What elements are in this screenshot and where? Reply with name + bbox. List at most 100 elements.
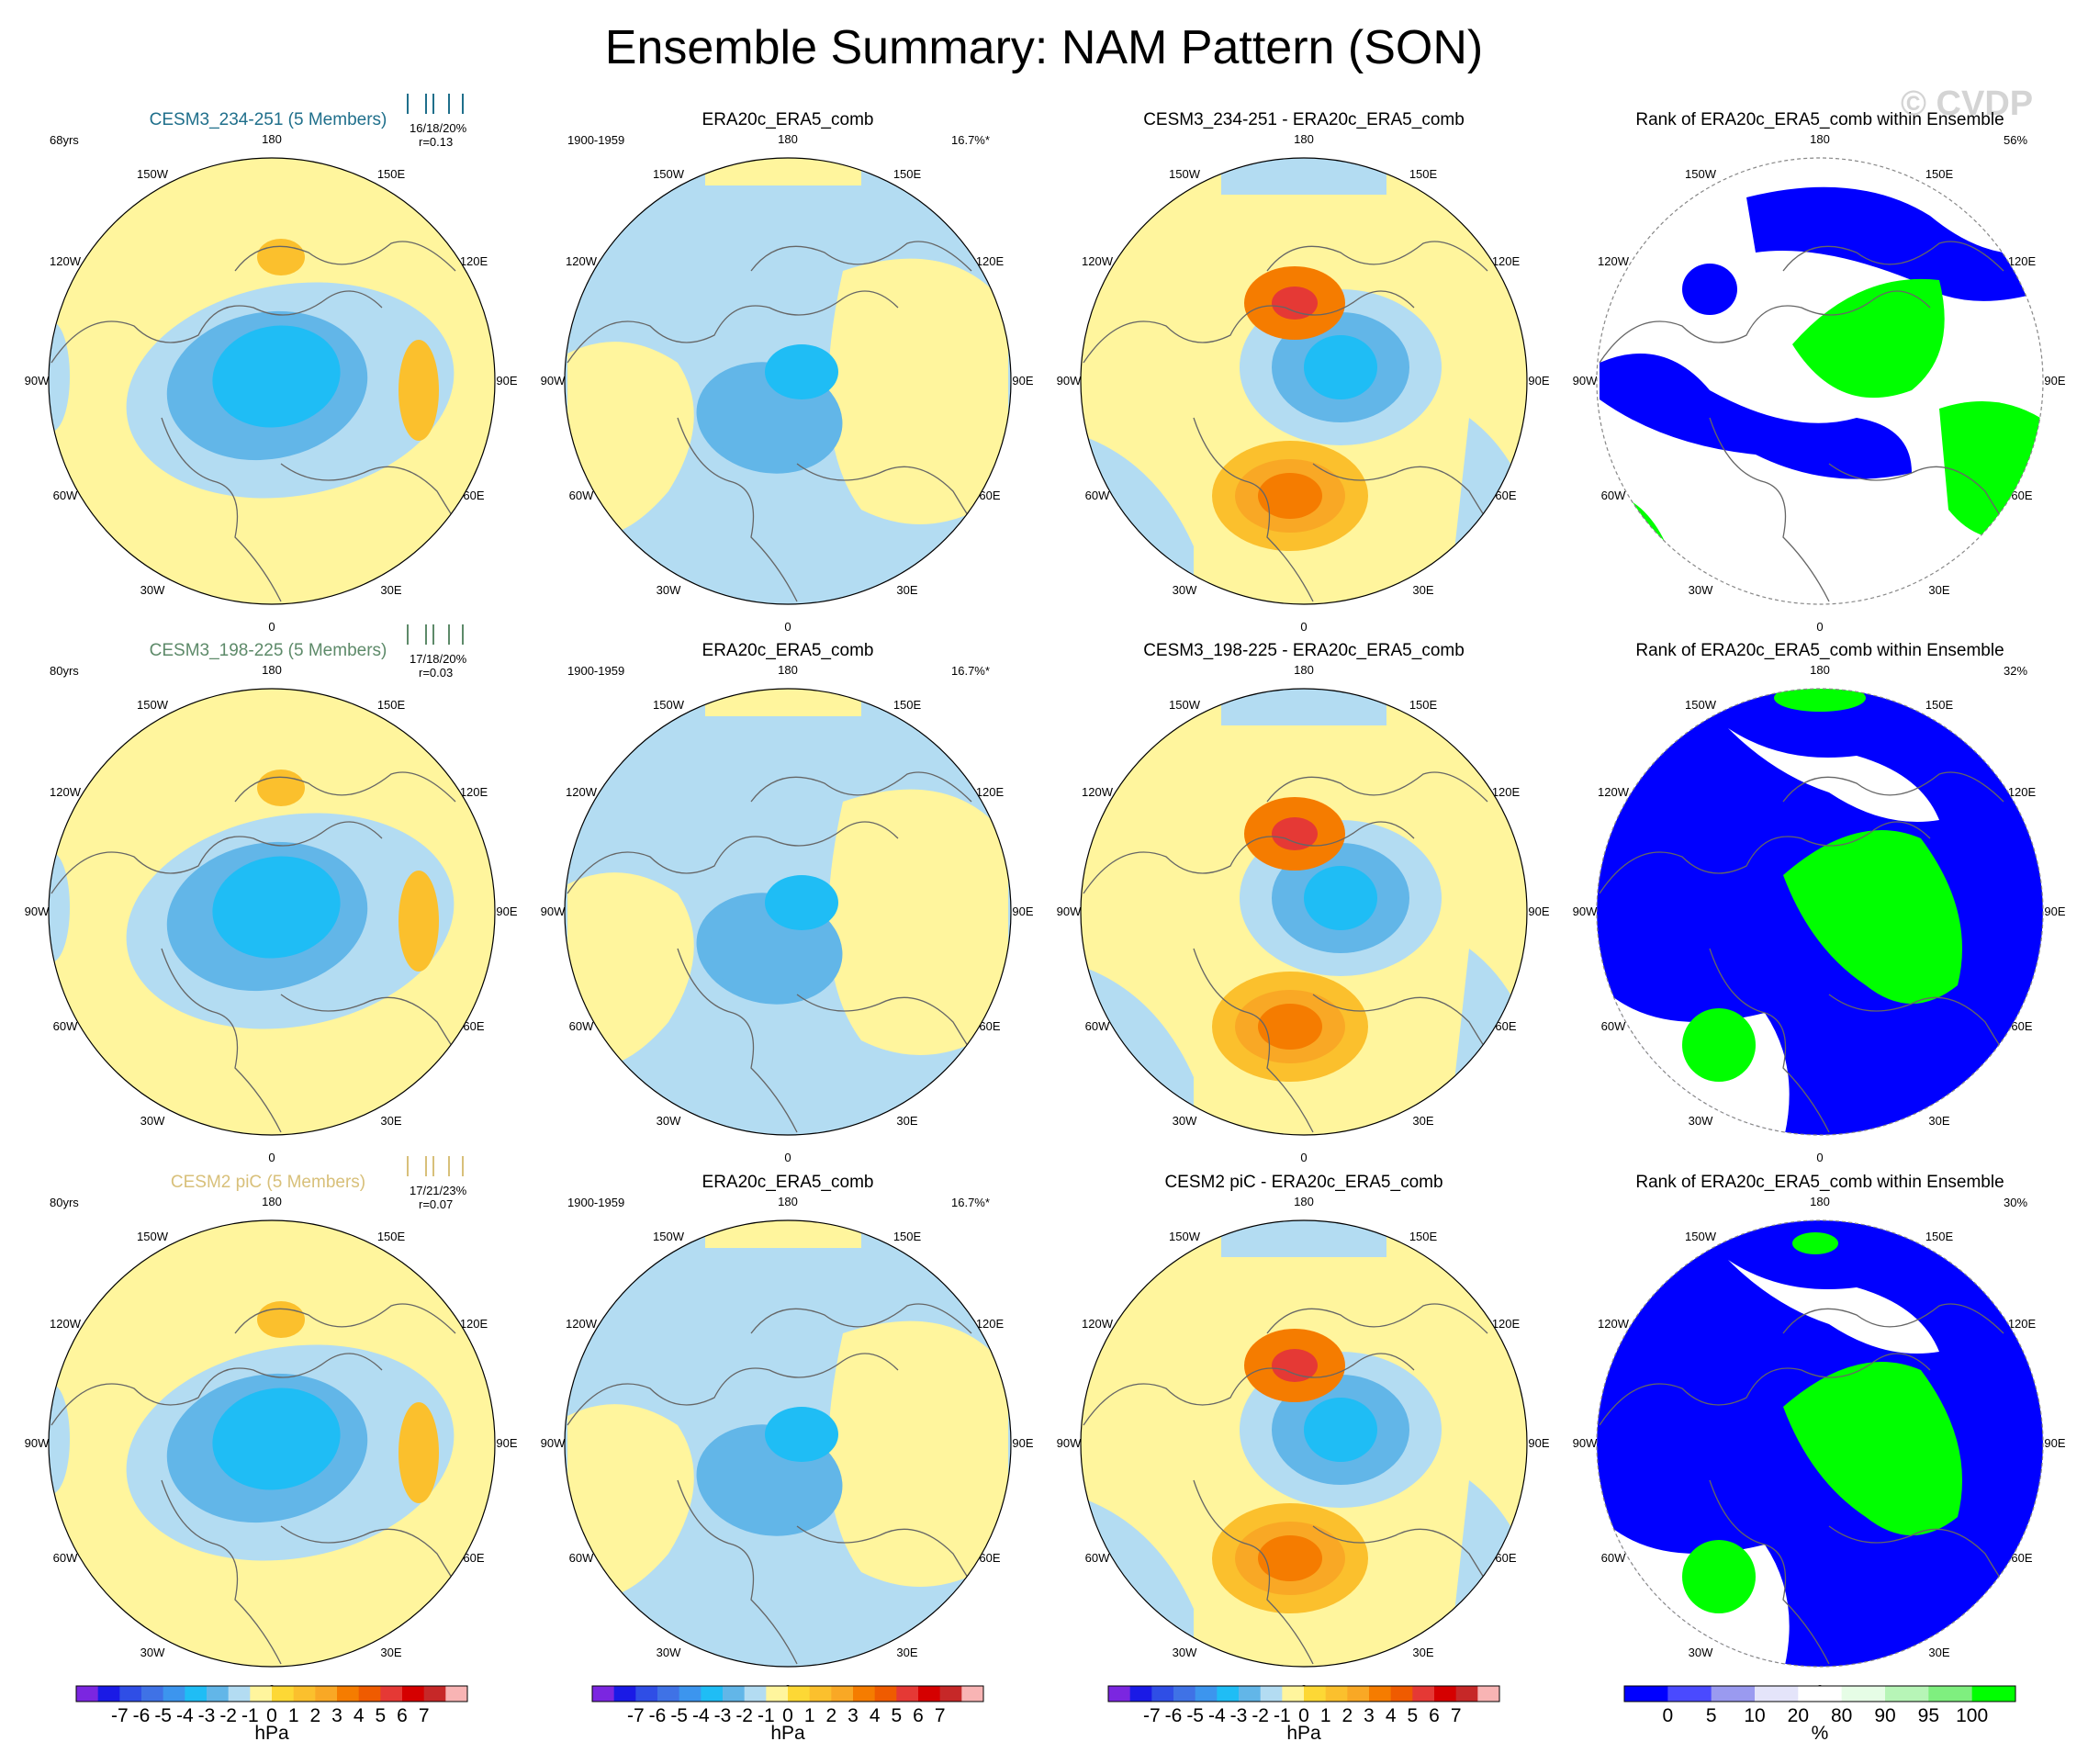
rank-map-2 xyxy=(1596,1219,2044,1668)
colorbar-tick-label: 2 xyxy=(309,1705,321,1726)
colorbar-swatch xyxy=(853,1686,876,1702)
map-boundary xyxy=(564,157,1012,605)
coastline xyxy=(51,771,493,1133)
colorbar-tick-label: -7 xyxy=(626,1705,645,1726)
lon-label-120W: 120W xyxy=(1082,1317,1113,1331)
lon-label-0: 0 xyxy=(268,620,275,634)
lon-label-120E: 120E xyxy=(459,785,488,799)
figure-title: Ensemble Summary: NAM Pattern (SON) xyxy=(604,21,1484,74)
difference-panel-title: CESM2 piC - ERA20c_ERA5_comb xyxy=(1164,1173,1443,1192)
lon-label-180: 180 xyxy=(1294,1195,1314,1208)
model-panel-title: CESM2 piC (5 Members) xyxy=(170,1173,366,1192)
lon-label-60E: 60E xyxy=(463,1551,485,1565)
colorbar-tick-label: 80 xyxy=(1830,1705,1853,1726)
colorbar-swatch xyxy=(701,1686,724,1702)
lon-label-60E: 60E xyxy=(463,1019,485,1033)
colorbar-swatch xyxy=(939,1686,962,1702)
colorbar-swatch xyxy=(402,1686,425,1702)
lon-label-30E: 30E xyxy=(1412,583,1434,597)
lon-label-60W: 60W xyxy=(1084,489,1110,502)
colorbar-tick-label: -1 xyxy=(1273,1705,1291,1726)
lon-label-90E: 90E xyxy=(496,904,518,918)
lon-label-30E: 30E xyxy=(896,1646,918,1659)
negative-anomaly-center xyxy=(1304,866,1377,930)
map-boundary xyxy=(48,688,496,1136)
lon-label-30W: 30W xyxy=(656,583,681,597)
rank-map-0 xyxy=(1596,157,2044,605)
obs-map-1 xyxy=(564,688,1012,1136)
lon-label-90W: 90W xyxy=(1056,1436,1082,1450)
colorbar-unit: hPa xyxy=(254,1723,289,1744)
colorbar-swatch xyxy=(1798,1686,1843,1702)
rank-high-region xyxy=(1783,830,1962,1004)
rank-percent: 56% xyxy=(2004,133,2028,147)
negative-anomaly-center xyxy=(212,1388,341,1490)
lon-label-150E: 150E xyxy=(376,167,406,181)
colorbar-swatch xyxy=(635,1686,658,1702)
colorbar-swatch xyxy=(250,1686,273,1702)
positive-anomaly-core xyxy=(1258,473,1322,519)
obs-panel-title: ERA20c_ERA5_comb xyxy=(702,641,874,660)
coastline xyxy=(1083,771,1525,1133)
hpa-colorbar xyxy=(1107,1685,1500,1702)
positive-anomaly-region xyxy=(567,872,694,1067)
rank-high-region xyxy=(1792,1232,1838,1254)
map-boundary xyxy=(1080,1219,1528,1668)
lon-label-180: 180 xyxy=(1810,663,1830,677)
colorbar-tick-label: -5 xyxy=(1186,1705,1204,1726)
rank-panel-title: Rank of ERA20c_ERA5_comb within Ensemble xyxy=(1635,641,2004,660)
lon-label-120W: 120W xyxy=(50,1317,81,1331)
colorbar-swatch xyxy=(315,1686,338,1702)
colorbar-swatch xyxy=(896,1686,919,1702)
coastline xyxy=(51,1303,493,1665)
negative-anomaly-band xyxy=(1221,689,1386,725)
rank-panel-title: Rank of ERA20c_ERA5_comb within Ensemble xyxy=(1635,1173,2004,1192)
coastline xyxy=(51,241,493,602)
lon-label-120W: 120W xyxy=(1082,254,1113,268)
colorbar-unit: hPa xyxy=(1286,1723,1321,1744)
colorbar-tick-label: -1 xyxy=(757,1705,775,1726)
positive-anomaly-band xyxy=(705,689,861,716)
rank-low-region xyxy=(1746,186,2043,301)
lon-label-120E: 120E xyxy=(2007,785,2037,799)
lon-label-90W: 90W xyxy=(1572,374,1598,388)
colorbar-swatch xyxy=(163,1686,185,1702)
lon-label-120W: 120W xyxy=(1598,1317,1629,1331)
lon-label-90W: 90W xyxy=(540,1436,566,1450)
lon-label-90W: 90W xyxy=(1056,904,1082,918)
hpa-colorbar xyxy=(75,1685,468,1702)
rank-mid-region xyxy=(1728,728,1939,822)
rank-percent: 32% xyxy=(2004,664,2028,678)
negative-anomaly-center xyxy=(212,856,341,959)
lon-label-150E: 150E xyxy=(1409,698,1438,712)
difference-panel-title: CESM3_234-251 - ERA20c_ERA5_comb xyxy=(1143,110,1465,129)
rank-colorbar xyxy=(1623,1685,2016,1702)
obs-map-0 xyxy=(564,157,1012,605)
positive-anomaly-region xyxy=(828,789,1008,1055)
lon-label-150E: 150E xyxy=(1925,167,1954,181)
lon-label-30E: 30E xyxy=(380,583,402,597)
lon-label-120E: 120E xyxy=(459,254,488,268)
colorbar-tick-label: 7 xyxy=(1450,1705,1462,1726)
lon-label-150E: 150E xyxy=(1925,698,1954,712)
colorbar-tick-label: 3 xyxy=(1364,1705,1375,1726)
lon-label-60E: 60E xyxy=(979,1551,1001,1565)
lon-label-90W: 90W xyxy=(24,904,50,918)
colorbar-swatch xyxy=(1928,1686,1973,1702)
coastline xyxy=(567,771,1009,1133)
lon-label-0: 0 xyxy=(784,620,791,634)
colorbar-tick-label: -3 xyxy=(713,1705,732,1726)
lon-label-30W: 30W xyxy=(140,1114,165,1128)
lon-label-0: 0 xyxy=(1816,620,1824,634)
lon-label-60W: 60W xyxy=(568,1019,594,1033)
colorbar-swatch xyxy=(1455,1686,1478,1702)
positive-anomaly-region xyxy=(567,1404,694,1599)
coastline xyxy=(1083,241,1525,602)
lon-label-60W: 60W xyxy=(1600,489,1626,502)
colorbar-swatch xyxy=(831,1686,854,1702)
colorbar-swatch xyxy=(874,1686,897,1702)
lon-label-180: 180 xyxy=(1810,132,1830,146)
colorbar-tick-label: 4 xyxy=(869,1705,881,1726)
map-boundary xyxy=(1596,157,2044,605)
colorbar-tick-label: 4 xyxy=(1385,1705,1397,1726)
